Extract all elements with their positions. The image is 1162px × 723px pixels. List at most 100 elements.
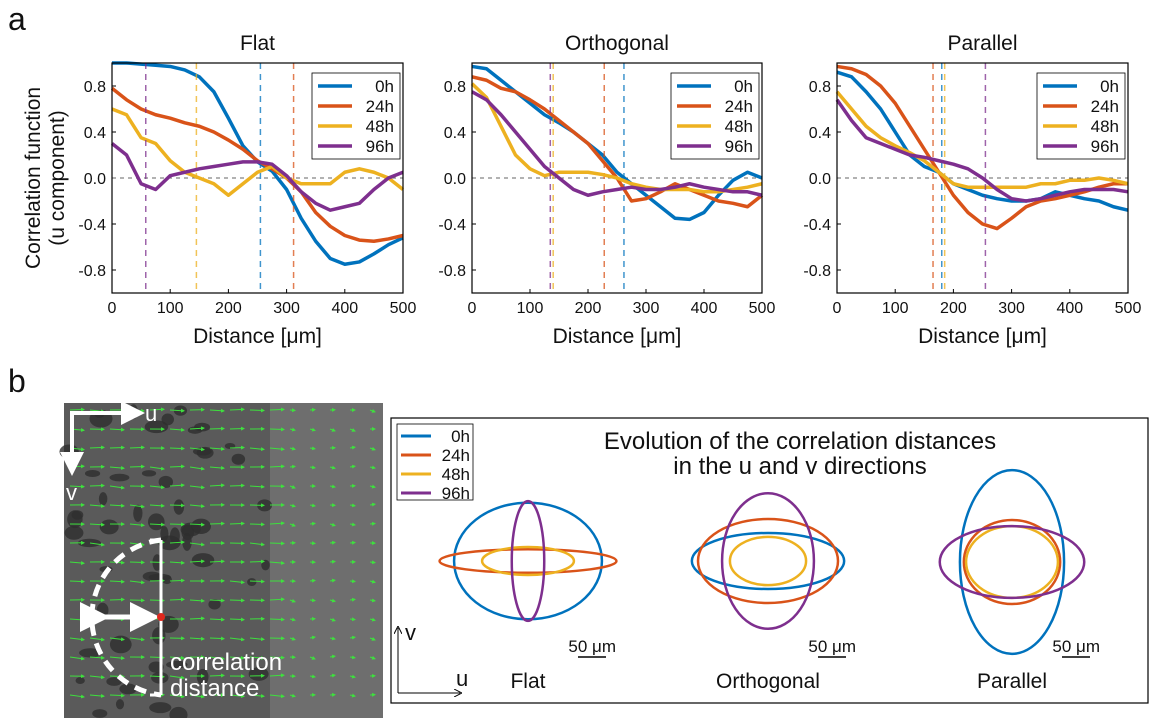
- vector: [110, 447, 124, 448]
- y-tick-label: -0.4: [438, 217, 466, 234]
- vector: [190, 618, 204, 619]
- legend-label: 96h: [442, 484, 470, 503]
- cell-texture: [67, 510, 82, 528]
- y-tick-label: -0.8: [803, 263, 831, 280]
- scale-label: 50 μm: [808, 637, 856, 656]
- cell-texture: [92, 709, 107, 718]
- diagram-title: in the u and v directions: [673, 453, 927, 480]
- vector: [250, 581, 264, 582]
- vector: [270, 466, 284, 467]
- y-axis-label: (u component): [46, 110, 69, 245]
- panel-label: b: [8, 363, 26, 399]
- y-tick-label: 0.8: [444, 79, 466, 96]
- group-label: Orthogonal: [716, 670, 820, 693]
- vector: [170, 505, 184, 506]
- x-tick-label: 200: [940, 300, 967, 317]
- vector: [330, 542, 335, 543]
- cell-texture: [232, 454, 246, 465]
- cell-texture: [99, 492, 107, 505]
- vector: [230, 409, 244, 410]
- x-tick-label: 200: [575, 300, 602, 317]
- cell-texture: [133, 505, 142, 522]
- vector: [70, 409, 84, 410]
- y-tick-label: 0.0: [84, 171, 106, 188]
- y-tick-label: -0.8: [78, 263, 106, 280]
- legend-label: 96h: [725, 137, 753, 156]
- y-tick-label: 0.8: [84, 79, 106, 96]
- vector: [350, 581, 355, 582]
- annotation: distance: [170, 675, 259, 702]
- vector: [270, 619, 284, 620]
- vector: [210, 600, 224, 601]
- x-tick-label: 100: [517, 300, 544, 317]
- cell-texture: [192, 553, 215, 567]
- x-tick-label: 400: [1056, 300, 1083, 317]
- cell-texture: [76, 677, 85, 684]
- x-tick-label: 300: [633, 300, 660, 317]
- cell-texture: [149, 702, 171, 713]
- cell-texture: [191, 519, 211, 534]
- y-tick-label: -0.8: [438, 263, 466, 280]
- legend-label: 48h: [725, 117, 753, 136]
- vector: [110, 695, 124, 696]
- scale-label: 50 μm: [568, 637, 616, 656]
- y-tick-label: 0.4: [444, 125, 466, 142]
- vector: [170, 599, 184, 600]
- vector: [230, 485, 244, 486]
- x-tick-label: 300: [998, 300, 1025, 317]
- vector: [90, 447, 104, 448]
- x-tick-label: 500: [749, 300, 776, 317]
- vector: [290, 466, 295, 467]
- vector: [210, 638, 224, 639]
- vector: [370, 523, 375, 524]
- x-axis-label: Distance [μm]: [193, 325, 322, 348]
- legend-label: 0h: [734, 77, 753, 96]
- y-tick-label: 0.4: [84, 125, 106, 142]
- vector: [350, 599, 355, 600]
- cell-texture: [188, 427, 202, 434]
- x-tick-label: 200: [215, 300, 242, 317]
- v-axis-label: v: [405, 620, 416, 645]
- legend-label: 24h: [366, 97, 394, 116]
- vector: [130, 447, 144, 448]
- vector: [210, 523, 224, 524]
- x-tick-label: 300: [273, 300, 300, 317]
- chart-title: Parallel: [947, 32, 1017, 55]
- legend-label: 24h: [442, 446, 470, 465]
- x-tick-label: 500: [1115, 300, 1142, 317]
- cell-texture: [247, 578, 256, 586]
- vector: [310, 523, 315, 524]
- x-tick-label: 100: [882, 300, 909, 317]
- x-tick-label: 100: [157, 300, 184, 317]
- group-label: Parallel: [977, 670, 1047, 693]
- chart-title: Orthogonal: [565, 32, 669, 55]
- vector: [170, 448, 184, 449]
- legend-label: 24h: [1091, 97, 1119, 116]
- x-tick-label: 0: [108, 300, 117, 317]
- vector: [270, 409, 284, 410]
- legend-label: 48h: [1091, 117, 1119, 136]
- y-tick-label: -0.4: [803, 217, 831, 234]
- annotation: correlation: [170, 649, 282, 676]
- vector: [110, 599, 124, 600]
- x-tick-label: 500: [390, 300, 417, 317]
- cell-texture: [142, 470, 156, 476]
- x-tick-label: 400: [691, 300, 718, 317]
- x-axis-label: Distance [μm]: [553, 325, 682, 348]
- panel-label: a: [8, 1, 26, 37]
- cell-texture: [174, 499, 184, 514]
- u-axis-label: u: [456, 666, 468, 691]
- cell-texture: [119, 684, 137, 695]
- cell-texture: [116, 699, 124, 709]
- vector: [170, 466, 184, 467]
- legend-label: 24h: [725, 97, 753, 116]
- vector: [350, 542, 355, 543]
- vector: [250, 561, 264, 562]
- vector: [310, 600, 315, 601]
- y-tick-label: 0.4: [809, 125, 831, 142]
- group-label: Flat: [510, 670, 545, 693]
- scale-label: 50 μm: [1052, 637, 1100, 656]
- vector: [230, 619, 244, 620]
- legend-label: 96h: [1091, 137, 1119, 156]
